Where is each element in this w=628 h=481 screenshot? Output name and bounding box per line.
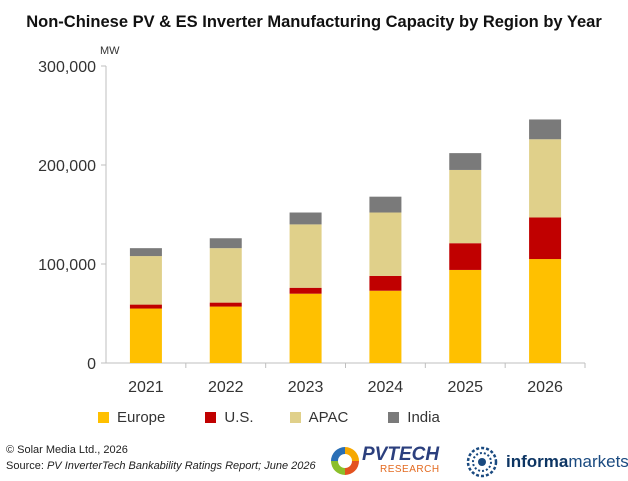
bars [129, 119, 562, 363]
legend-label: U.S. [224, 409, 254, 426]
bar-segment-apac [289, 224, 322, 288]
pvtech-subtitle: RESEARCH [380, 464, 440, 475]
bar-segment-us [289, 287, 322, 294]
informa-wordmark: informamarkets [506, 452, 628, 471]
pvtech-research-logo: PVTECH RESEARCH [328, 443, 448, 479]
legend-swatch [98, 412, 109, 423]
bar-segment-europe [289, 293, 322, 363]
bar-segment-us [369, 275, 402, 291]
bar-segment-apac [449, 169, 482, 244]
legend-swatch [289, 412, 301, 423]
bar-segment-india [289, 212, 322, 225]
footer: © Solar Media Ltd., 2026 Source: PV Inve… [6, 442, 316, 474]
bar-segment-apac [129, 256, 162, 305]
legend-item: India [388, 409, 440, 426]
legend-label: India [407, 409, 440, 426]
x-tick-label: 2025 [447, 379, 483, 396]
bar-segment-india [449, 153, 482, 170]
legend-swatch [388, 412, 400, 423]
legend: Europe U.S. APAC India [98, 409, 618, 426]
chart-title: Non-Chinese PV & ES Inverter Manufacturi… [26, 13, 602, 31]
y-tick-label: 100,000 [38, 257, 96, 274]
y-tick-label: 200,000 [38, 158, 96, 175]
informa-mark-icon [466, 446, 498, 478]
bar-segment-india [129, 248, 162, 257]
bar-segment-europe [369, 290, 402, 363]
bar-segment-india [369, 196, 402, 213]
y-tick-label: 0 [87, 356, 96, 373]
y-tick-label: 300,000 [38, 59, 96, 76]
bar-segment-europe [449, 269, 482, 363]
pvtech-mark-icon [331, 447, 359, 475]
bar-segment-us [449, 243, 482, 270]
pvtech-wordmark: PVTECH [362, 444, 440, 465]
legend-item: U.S. [205, 409, 254, 426]
x-tick-label: 2021 [128, 379, 164, 396]
bar-segment-europe [129, 308, 162, 363]
bar-segment-india [209, 238, 242, 249]
legend-item: APAC [289, 409, 349, 426]
bar-segment-apac [209, 248, 242, 303]
bar-segment-europe [529, 259, 562, 363]
bar-segment-us [529, 217, 562, 260]
legend-label: APAC [308, 409, 349, 426]
y-axis: 0 100,000 200,000 300,000 [38, 59, 107, 373]
legend-label: Europe [117, 409, 166, 426]
x-tick-label: 2023 [288, 379, 324, 396]
x-tick-label: 2022 [208, 379, 244, 396]
bar-segment-us [129, 304, 162, 309]
legend-swatch [205, 412, 217, 423]
y-axis-unit-label: MW [100, 45, 120, 57]
x-axis: 2021 2022 2023 2024 2025 2026 [106, 362, 586, 396]
bar-segment-apac [529, 139, 562, 218]
legend-item: Europe [98, 409, 165, 426]
informa-markets-logo: informamarkets [466, 446, 628, 478]
source-text: Source: PV InverterTech Bankability Rati… [6, 460, 316, 472]
bar-segment-us [209, 302, 242, 307]
x-tick-label: 2024 [368, 379, 404, 396]
bar-segment-apac [369, 212, 402, 276]
bar-segment-europe [209, 306, 242, 363]
copyright-text: © Solar Media Ltd., 2026 [6, 444, 128, 456]
bar-segment-india [529, 119, 562, 140]
x-tick-label: 2026 [527, 379, 563, 396]
